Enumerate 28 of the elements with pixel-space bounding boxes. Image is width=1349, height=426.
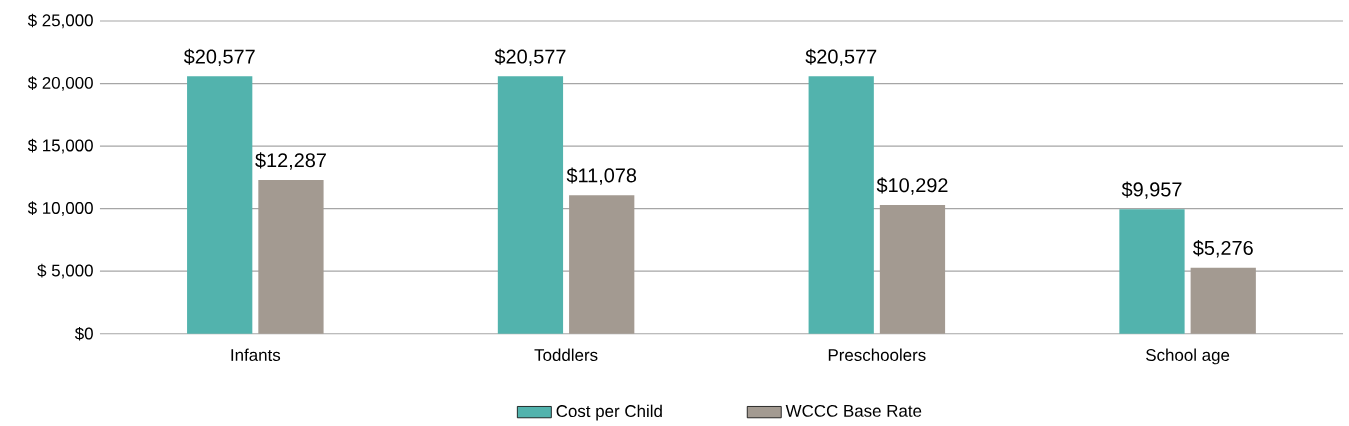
bar: [497, 76, 564, 334]
data-label: $20,577: [183, 48, 255, 67]
data-label: $11,078: [566, 167, 637, 185]
legend-label: WCCC Base Rate: [785, 405, 922, 418]
x-tick-label: School age: [1146, 348, 1230, 365]
y-tick-label: $ 10,000: [27, 201, 93, 217]
data-label: $12,287: [255, 152, 326, 170]
bar: [879, 205, 946, 334]
y-tick-label: $ 5,000: [37, 264, 93, 279]
x-tick-label: Infants: [231, 348, 281, 362]
legend-label: Cost per Child: [556, 404, 662, 421]
bar: [569, 195, 635, 334]
x-tick-label: Preschoolers: [828, 348, 926, 362]
y-tick-label: $ 25,000: [27, 13, 93, 29]
data-label: $10,292: [876, 177, 948, 195]
bar: [1119, 209, 1185, 334]
data-label: $20,577: [805, 48, 877, 67]
data-label: $20,577: [494, 48, 566, 67]
bar: [1190, 267, 1256, 334]
data-label: $5,276: [1193, 240, 1253, 258]
y-tick-label: $0: [74, 327, 93, 341]
y-tick-label: $ 20,000: [27, 76, 93, 92]
data-label: $9,957: [1121, 181, 1182, 199]
bar: [187, 76, 253, 334]
x-tick-label: Toddlers: [534, 348, 598, 362]
bar: [808, 76, 874, 334]
y-tick-label: $ 15,000: [27, 138, 93, 154]
bar: [258, 180, 324, 334]
